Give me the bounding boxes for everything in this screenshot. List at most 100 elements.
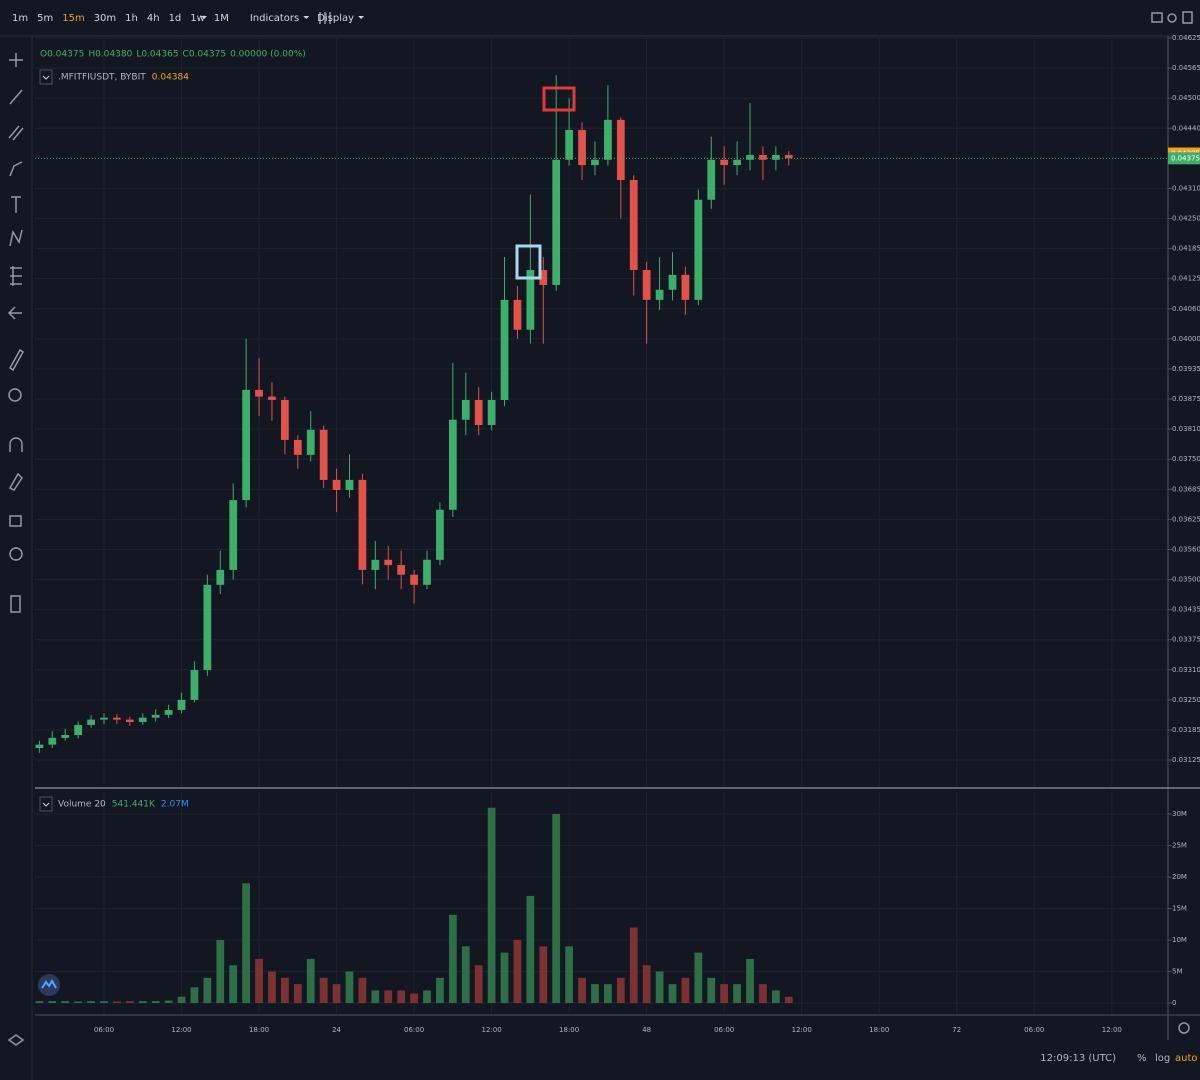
volume-bar [35, 1001, 44, 1004]
lock-tool[interactable] [9, 515, 22, 527]
interval-button[interactable]: 1M [214, 13, 229, 24]
volume-bar [500, 952, 509, 1004]
candle-body [268, 396, 276, 400]
interval-button[interactable]: 1h [125, 13, 138, 24]
volume-tick-label: 20M [1172, 873, 1187, 881]
collapse-button[interactable] [39, 69, 53, 85]
volume-bar [358, 977, 367, 1004]
volume-bar [759, 984, 767, 1004]
pattern-tool[interactable] [9, 229, 23, 247]
ohlc-value: H0.04380 [88, 50, 132, 60]
volume-bar [371, 990, 380, 1004]
x-tick-label: 18:00 [869, 1026, 889, 1034]
x-tick-label: 06:00 [714, 1026, 734, 1034]
channel-tool[interactable] [8, 125, 24, 141]
volume-bar [332, 984, 341, 1004]
volume-bar [268, 971, 276, 1004]
y-tick-label: 0.03500 [1172, 576, 1200, 584]
ruler-tool[interactable] [9, 348, 24, 372]
collapse-icon [42, 802, 50, 807]
interval-button[interactable]: 15m [62, 13, 84, 24]
candle-body [629, 180, 638, 271]
volume-bar [694, 952, 703, 1004]
interval-button[interactable]: 4h [147, 13, 160, 24]
y-tick-label: 0.03810 [1172, 425, 1200, 433]
candle-body [694, 199, 703, 300]
volume-bar [216, 940, 225, 1004]
menu-button[interactable]: Indicators [250, 13, 299, 24]
y-tick-label: 0.03375 [1172, 636, 1200, 644]
candle-body [500, 299, 509, 400]
trendline-tool[interactable] [9, 89, 23, 105]
volume-bar [384, 990, 393, 1004]
candle-body [720, 159, 729, 166]
volume-bar [48, 1001, 57, 1004]
axis-settings-button[interactable] [1178, 1022, 1190, 1034]
y-tick-label: 0.04310 [1172, 184, 1200, 192]
volume-tick-label: 10M [1172, 936, 1187, 944]
chart-type-button[interactable] [319, 12, 331, 24]
volume-bar [642, 965, 651, 1004]
candle-body [707, 159, 716, 200]
x-tick-label: 12:00 [1102, 1026, 1122, 1034]
volume-bar [681, 977, 690, 1004]
symbol-name: .MFITFIUSDT, BYBIT [58, 73, 146, 83]
volume-bar [190, 987, 199, 1004]
interval-button[interactable]: 1d [169, 13, 182, 24]
volume-bar [436, 977, 444, 1004]
volume-bar [87, 1001, 95, 1004]
volume-bar [319, 977, 328, 1004]
back-tool[interactable] [7, 306, 22, 320]
candle-body [733, 159, 741, 166]
brush-tool[interactable] [9, 161, 23, 177]
fib-tool[interactable] [10, 266, 22, 286]
zoom-tool[interactable] [8, 388, 22, 402]
candle-body [397, 565, 406, 575]
candle-body [655, 289, 664, 300]
percent-toggle[interactable]: % [1137, 1053, 1147, 1064]
lock-draw-tool[interactable] [8, 472, 23, 491]
highlight-box [515, 244, 542, 280]
menu-button[interactable]: Display [317, 13, 354, 24]
settings-button[interactable] [1167, 13, 1177, 23]
crosshair-tool[interactable] [9, 53, 23, 67]
x-tick-label: 18:00 [559, 1026, 579, 1034]
y-tick-label: 0.03250 [1172, 696, 1200, 704]
candle-body [784, 154, 793, 159]
volume-bar [100, 1001, 108, 1004]
candle-body [177, 699, 186, 710]
collapse-button[interactable] [39, 796, 53, 812]
log-toggle[interactable]: log [1155, 1053, 1170, 1064]
volume-bar [461, 946, 470, 1004]
interval-button[interactable]: 1m [12, 13, 28, 24]
candle-body [423, 559, 431, 585]
candle-body [35, 744, 44, 749]
symbol-price: 0.04384 [152, 73, 189, 83]
candle-body [448, 419, 457, 510]
ohlc-value: O0.04375 [40, 50, 84, 60]
volume-bar [397, 990, 406, 1004]
magnet-tool[interactable] [9, 437, 23, 452]
layers-tool[interactable] [7, 1034, 25, 1046]
y-tick-label: 0.04060 [1172, 305, 1200, 313]
trash-tool[interactable] [10, 595, 21, 613]
interval-button[interactable]: 5m [37, 13, 53, 24]
logo-mark [41, 979, 57, 989]
eye-tool[interactable] [9, 547, 23, 561]
volume-bar [164, 1000, 173, 1004]
volume-bar [255, 958, 263, 1004]
volume-bar [125, 1001, 134, 1004]
dropdown-arrow [201, 16, 207, 19]
candle-body [345, 479, 354, 490]
volume-bar [539, 946, 548, 1004]
volume-bar [578, 977, 586, 1004]
candle-body [203, 584, 212, 671]
auto-toggle[interactable]: auto [1175, 1053, 1198, 1064]
fullscreen-button[interactable] [1182, 11, 1193, 24]
interval-button[interactable]: 30m [94, 13, 116, 24]
volume-bar [668, 984, 677, 1004]
interval-button[interactable]: 1w [190, 13, 205, 24]
snapshot-button[interactable] [1151, 12, 1163, 23]
volume-tick-label: 5M [1172, 968, 1183, 976]
text-tool[interactable] [11, 196, 21, 213]
